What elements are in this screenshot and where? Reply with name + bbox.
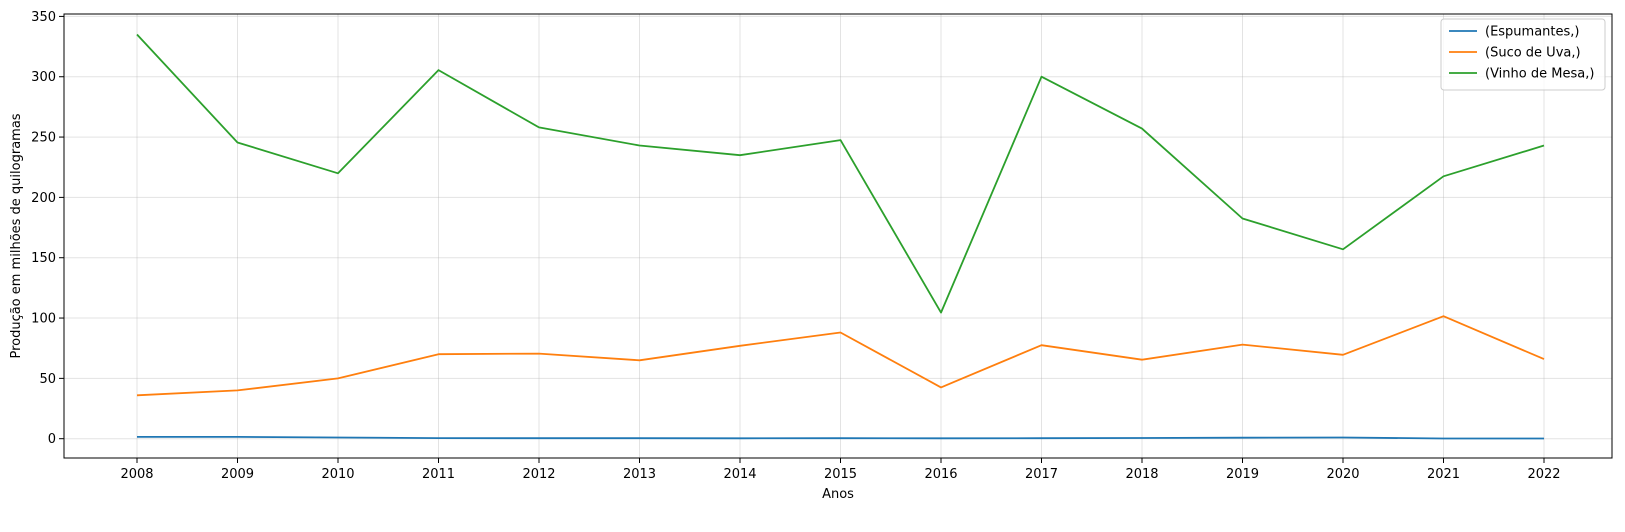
y-tick-label: 250 [31, 131, 56, 146]
x-tick-label: 2022 [1527, 467, 1560, 482]
series-lines [136, 33, 1545, 440]
grid [64, 14, 1612, 458]
x-tick-label: 2009 [221, 467, 254, 482]
series-line [136, 33, 1545, 314]
y-tick-label: 200 [31, 191, 56, 206]
x-tick-label: 2013 [623, 467, 656, 482]
x-tick-label: 2018 [1125, 467, 1158, 482]
x-tick-label: 2015 [824, 467, 857, 482]
x-tick-label: 2011 [422, 467, 455, 482]
x-tick-label: 2014 [723, 467, 756, 482]
x-tick-label: 2012 [522, 467, 555, 482]
series-line [136, 315, 1545, 397]
x-tick-label: 2010 [321, 467, 354, 482]
y-tick-label: 100 [31, 312, 56, 327]
plot-frame [63, 13, 1613, 459]
y-axis-ticks: 0 50 100 150 200 250 300 350 [31, 10, 64, 447]
y-tick-label: 300 [31, 70, 56, 85]
y-tick-label: 0 [48, 432, 56, 447]
y-tick-label: 350 [31, 10, 56, 25]
y-tick-label: 50 [39, 372, 56, 387]
legend-box [1440, 18, 1606, 91]
y-axis-label: Produção em milhões de quilogramas [9, 113, 24, 358]
x-tick-label: 2017 [1025, 467, 1058, 482]
legend-label: (Suco de Uva,) [1485, 46, 1581, 61]
x-axis-label: Anos [822, 487, 854, 502]
x-tick-label: 2020 [1326, 467, 1359, 482]
x-tick-label: 2021 [1427, 467, 1460, 482]
x-axis-ticks: 2008 2009 2010 2011 2012 2013 2014 2015 2016 2017… [120, 458, 1561, 482]
legend: (Espumantes,) (Suco de Uva,) (Vinho de Mes… [1440, 18, 1606, 91]
series-line [137, 435, 1544, 440]
legend-label: (Vinho de Mesa,) [1485, 67, 1594, 82]
y-tick-label: 150 [31, 251, 56, 266]
x-tick-label: 2008 [120, 467, 153, 482]
x-tick-label: 2016 [924, 467, 957, 482]
x-tick-label: 2019 [1226, 467, 1259, 482]
legend-label: (Espumantes,) [1485, 25, 1580, 40]
